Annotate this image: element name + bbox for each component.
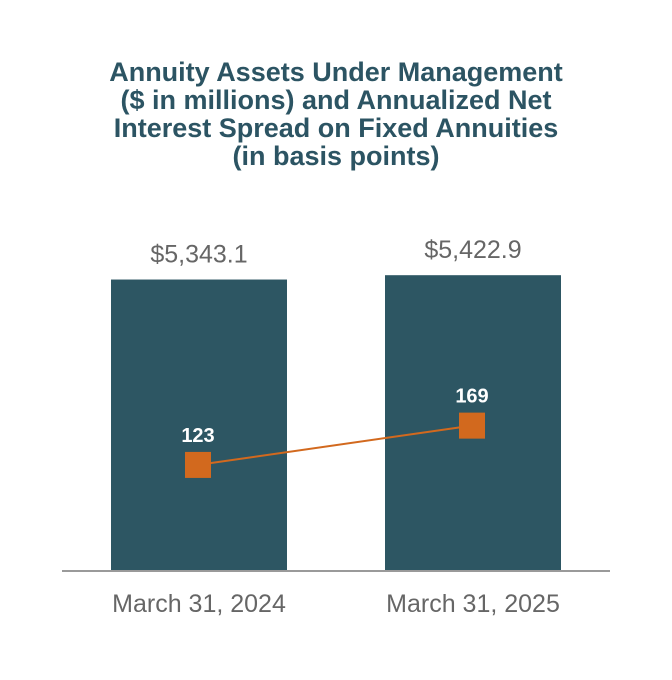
spread-value-label-1: 123 (181, 425, 214, 447)
bar-value-label-2: $5,422.9 (424, 236, 521, 264)
labels-layer: $5,343.1 March 31, 2024 $5,422.9 March 31, … (112, 236, 560, 618)
category-label-2: March 31, 2025 (386, 590, 560, 618)
spread-value-label-2: 169 (455, 386, 488, 408)
chart-title: Annuity Assets Under Management ($ in mi… (109, 57, 563, 171)
spread-marker-2 (459, 412, 485, 439)
spread-marker-1 (185, 451, 211, 478)
bars-layer (111, 275, 561, 570)
line-layer (185, 412, 485, 478)
spread-line (197, 424, 473, 466)
category-label-1: March 31, 2024 (112, 590, 286, 618)
bar-value-label-1: $5,343.1 (150, 241, 247, 269)
bar-1 (111, 279, 287, 570)
